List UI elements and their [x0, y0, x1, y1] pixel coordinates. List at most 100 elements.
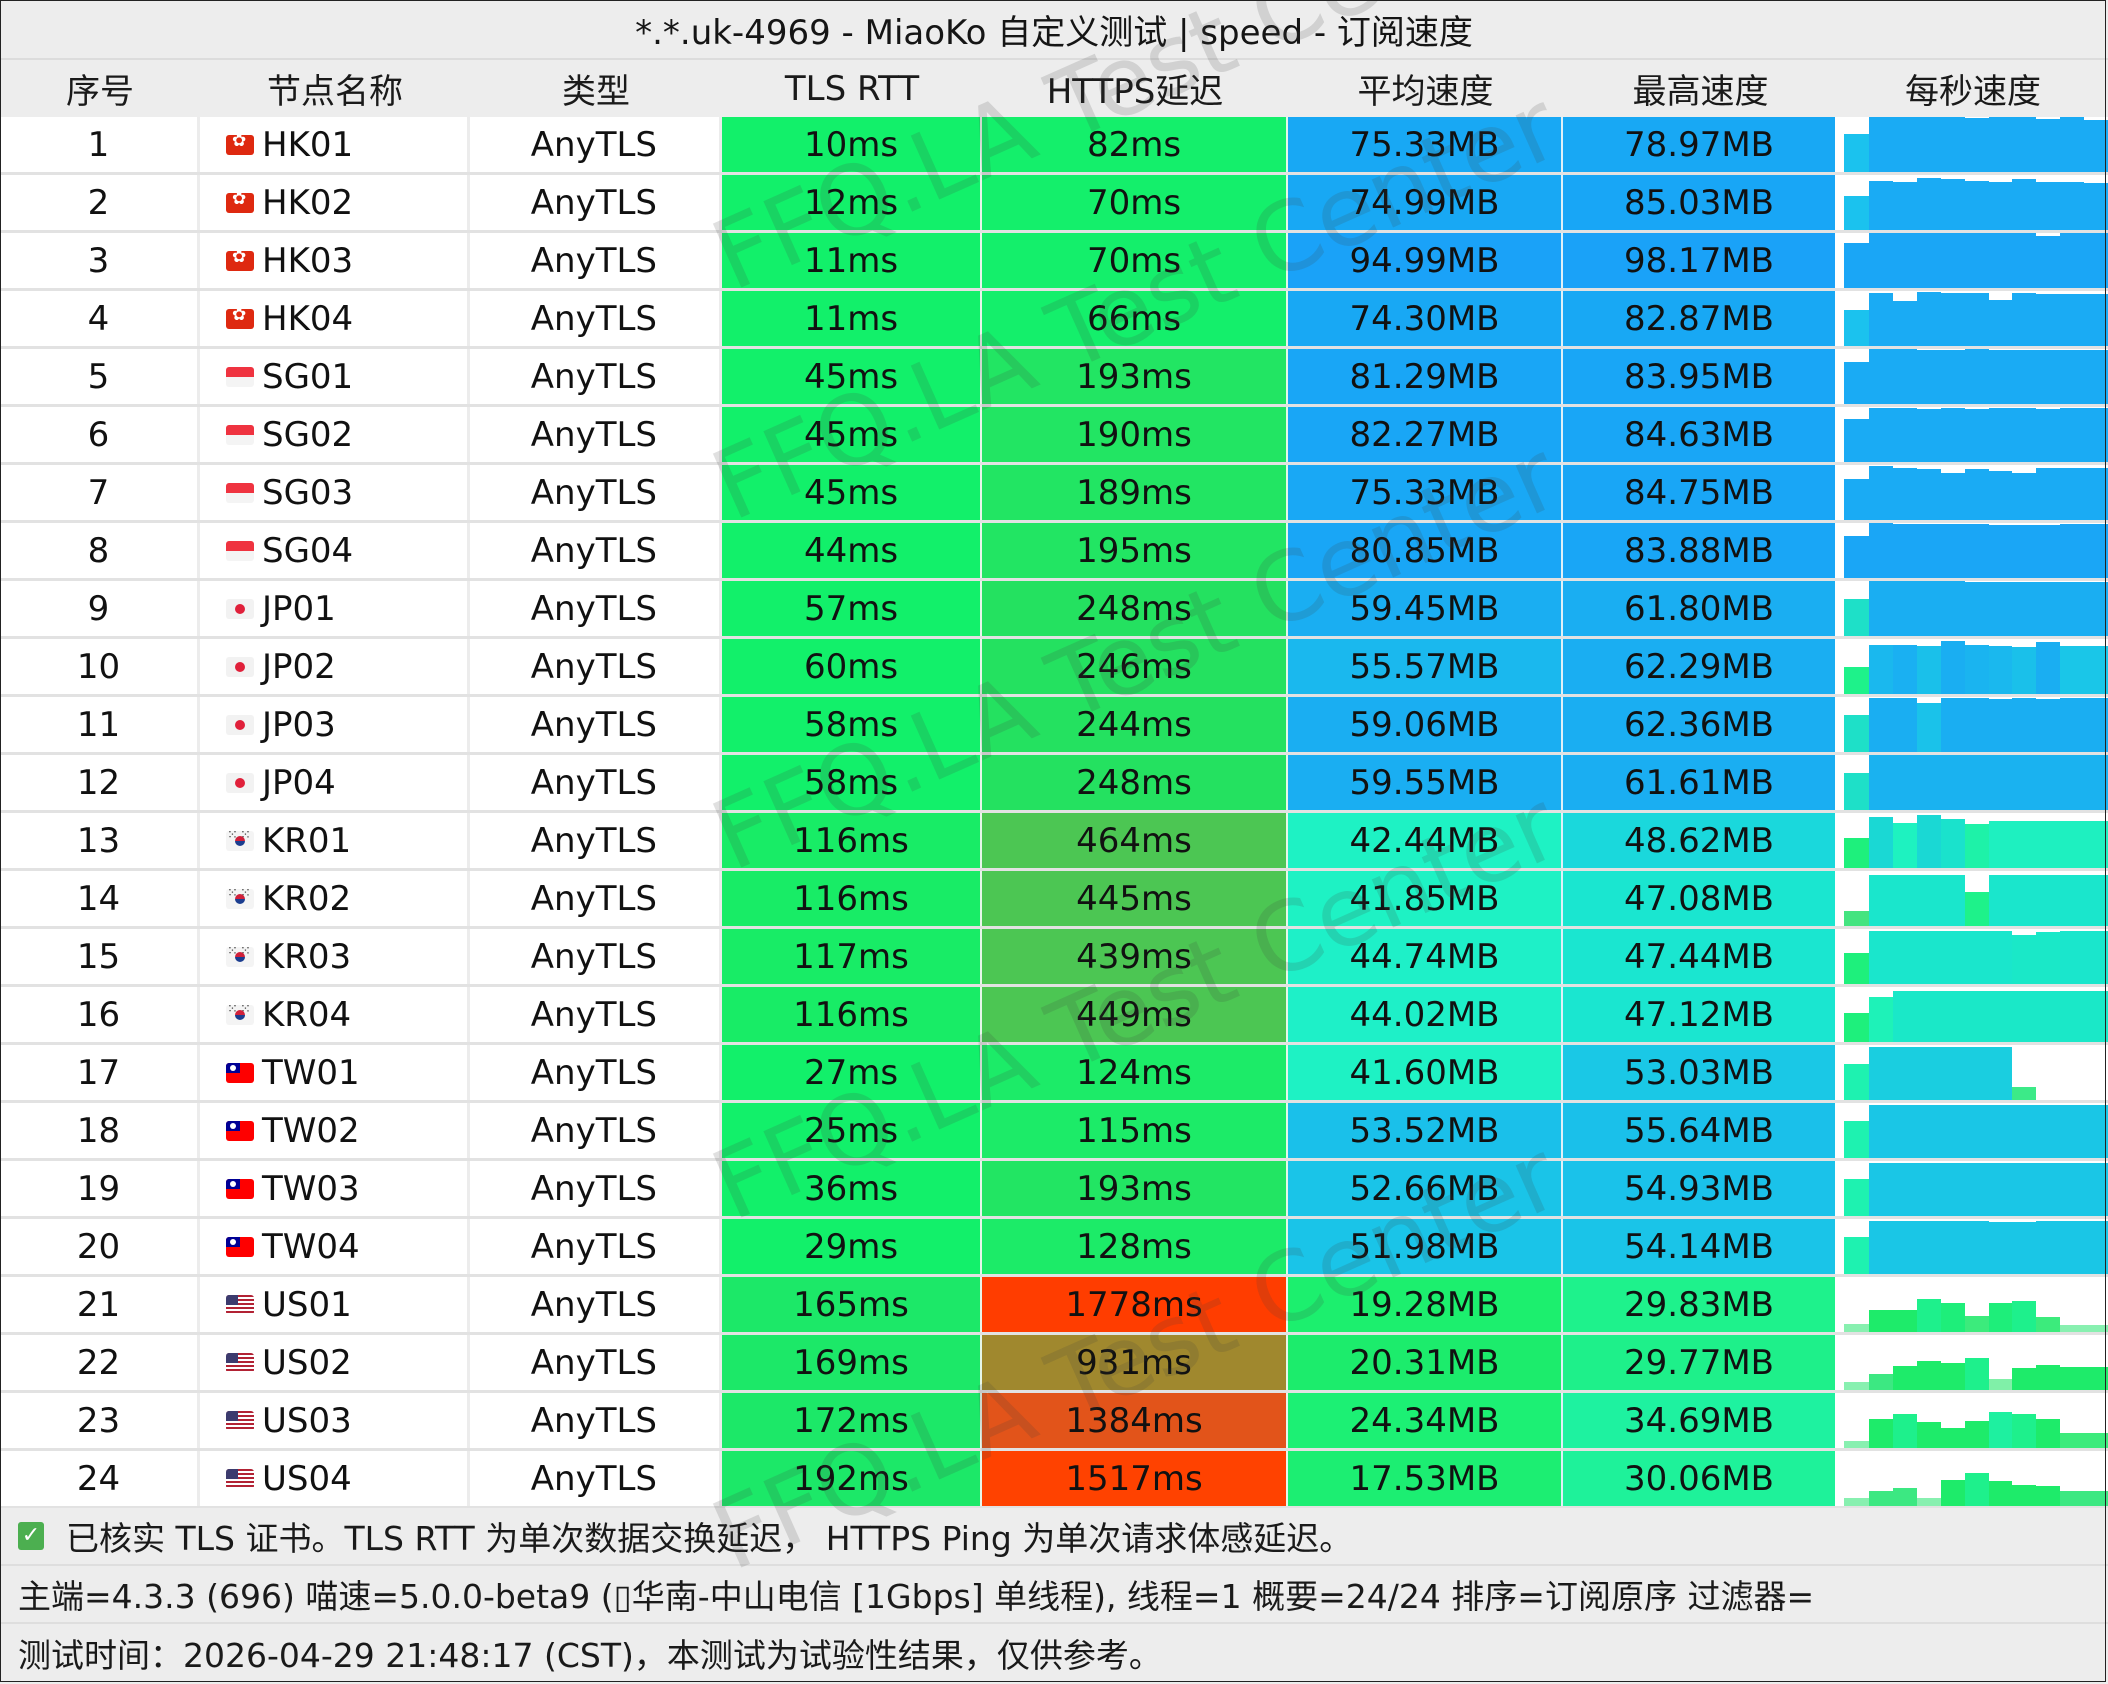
cell-max-speed: 83.95MB	[1563, 349, 1838, 404]
cell-node-name: SG02	[200, 407, 470, 462]
sparkline-bar	[1940, 581, 1965, 636]
cell-max-speed: 62.36MB	[1563, 697, 1838, 752]
cell-tls-rtt: 60ms	[722, 639, 982, 694]
table-row[interactable]: 20 TW04 AnyTLS 29ms 128ms 51.98MB 54.14MB	[0, 1219, 2108, 1277]
cell-max-speed: 61.80MB	[1563, 581, 1838, 636]
cell-max-speed: 47.08MB	[1563, 871, 1838, 926]
cell-https-latency: 1384ms	[982, 1393, 1288, 1448]
table-row[interactable]: 5 SG01 AnyTLS 45ms 193ms 81.29MB 83.95MB	[0, 349, 2108, 407]
cell-type: AnyTLS	[470, 1103, 722, 1158]
table-row[interactable]: 9 JP01 AnyTLS 57ms 248ms 59.45MB 61.80MB	[0, 581, 2108, 639]
cell-https-latency: 1517ms	[982, 1451, 1288, 1506]
cell-tls-rtt: 25ms	[722, 1103, 982, 1158]
sparkline-bar	[1893, 875, 1918, 926]
sparkline-bar	[2012, 820, 2037, 868]
cell-avg-speed: 52.66MB	[1288, 1161, 1563, 1216]
cell-https-latency: 82ms	[982, 117, 1288, 172]
table-row[interactable]: 11 JP03 AnyTLS 58ms 244ms 59.06MB 62.36MB	[0, 697, 2108, 755]
sparkline-bar	[2012, 646, 2037, 694]
cell-avg-speed: 17.53MB	[1288, 1451, 1563, 1506]
sparkline-bar	[2060, 350, 2085, 404]
sparkline-bar	[1893, 468, 1918, 520]
sparkline-bar	[1988, 408, 2013, 462]
sparkline-bar	[2036, 181, 2061, 230]
cell-avg-speed: 19.28MB	[1288, 1277, 1563, 1332]
cell-per-second-sparkline	[1838, 697, 2108, 752]
sparkline-bar	[2036, 582, 2061, 636]
table-row[interactable]: 7 SG03 AnyTLS 45ms 189ms 75.33MB 84.75MB	[0, 465, 2108, 523]
footer-test-time: 测试时间：2026-04-29 21:48:17 (CST)，本测试为试验性结果…	[18, 1636, 1162, 1675]
table-row[interactable]: 21 US01 AnyTLS 165ms 1778ms 19.28MB 29.83MB	[0, 1277, 2108, 1335]
flag-tw-icon	[226, 1236, 254, 1257]
sparkline-bar	[2084, 698, 2108, 752]
table-row[interactable]: 24 US04 AnyTLS 192ms 1517ms 17.53MB 30.06MB	[0, 1451, 2108, 1509]
sparkline-bar	[1893, 1365, 1918, 1390]
table-row[interactable]: 17 TW01 AnyTLS 27ms 124ms 41.60MB 53.03MB	[0, 1045, 2108, 1103]
sparkline-bar	[1964, 1163, 1989, 1216]
sparkline-bar	[1893, 581, 1918, 636]
node-name: TW02	[262, 1110, 360, 1151]
sparkline-bar	[1844, 598, 1870, 636]
cell-type: AnyTLS	[470, 581, 722, 636]
cell-type: AnyTLS	[470, 697, 722, 752]
cell-max-speed: 48.62MB	[1563, 813, 1838, 868]
table-row[interactable]: 19 TW03 AnyTLS 36ms 193ms 52.66MB 54.93MB	[0, 1161, 2108, 1219]
table-row[interactable]: 8 SG04 AnyTLS 44ms 195ms 80.85MB 83.88MB	[0, 523, 2108, 581]
table-row[interactable]: 18 TW02 AnyTLS 25ms 115ms 53.52MB 55.64MB	[0, 1103, 2108, 1161]
cell-max-speed: 98.17MB	[1563, 233, 1838, 288]
cell-index: 12	[0, 755, 200, 810]
cell-tls-rtt: 45ms	[722, 407, 982, 462]
cell-tls-rtt: 192ms	[722, 1451, 982, 1506]
table-row[interactable]: 23 US03 AnyTLS 172ms 1384ms 24.34MB 34.69MB	[0, 1393, 2108, 1451]
sparkline-bar	[2012, 991, 2037, 1042]
table-row[interactable]: 10 JP02 AnyTLS 60ms 246ms 55.57MB 62.29MB	[0, 639, 2108, 697]
cell-avg-speed: 82.27MB	[1288, 407, 1563, 462]
cell-index: 9	[0, 581, 200, 636]
flag-hk-icon	[226, 250, 254, 271]
cell-type: AnyTLS	[470, 117, 722, 172]
sparkline-bar	[1869, 1105, 1894, 1158]
sparkline-bar	[2012, 875, 2037, 926]
sparkline-bar	[1917, 524, 1941, 578]
sparkline-bar	[2036, 1316, 2061, 1332]
sparkline-bar	[1844, 1236, 1870, 1274]
cell-per-second-sparkline	[1838, 1219, 2108, 1274]
cell-avg-speed: 59.55MB	[1288, 755, 1563, 810]
sparkline-bar	[2060, 991, 2085, 1042]
cell-index: 17	[0, 1045, 200, 1100]
table-row[interactable]: 12 JP04 AnyTLS 58ms 248ms 59.55MB 61.61MB	[0, 755, 2108, 813]
sparkline-bar	[2060, 931, 2085, 984]
sparkline-bar	[1844, 772, 1870, 810]
sparkline-bar	[1940, 875, 1965, 926]
sparkline-bar	[1869, 931, 1894, 984]
table-row[interactable]: 6 SG02 AnyTLS 45ms 190ms 82.27MB 84.63MB	[0, 407, 2108, 465]
sparkline-bar	[1988, 1379, 2013, 1390]
sparkline-bar	[1844, 242, 1870, 288]
sparkline-bar	[2012, 698, 2037, 752]
flag-jp-icon	[226, 656, 254, 677]
sparkline-bar	[1869, 523, 1894, 578]
sparkline-bar	[2084, 524, 2108, 578]
sparkline-bar	[2084, 1366, 2108, 1390]
sparkline-bar	[2060, 1490, 2085, 1506]
table-row[interactable]: 22 US02 AnyTLS 169ms 931ms 20.31MB 29.77MB	[0, 1335, 2108, 1393]
cell-per-second-sparkline	[1838, 755, 2108, 810]
cell-max-speed: 47.44MB	[1563, 929, 1838, 984]
sparkline-bar	[2036, 119, 2061, 172]
cell-index: 23	[0, 1393, 200, 1448]
sparkline-bar	[1844, 479, 1870, 520]
cell-https-latency: 70ms	[982, 175, 1288, 230]
cell-avg-speed: 42.44MB	[1288, 813, 1563, 868]
cell-https-latency: 70ms	[982, 233, 1288, 288]
cell-index: 14	[0, 871, 200, 926]
sparkline-bar	[1869, 996, 1894, 1042]
header-node-name: 节点名称	[267, 72, 403, 112]
